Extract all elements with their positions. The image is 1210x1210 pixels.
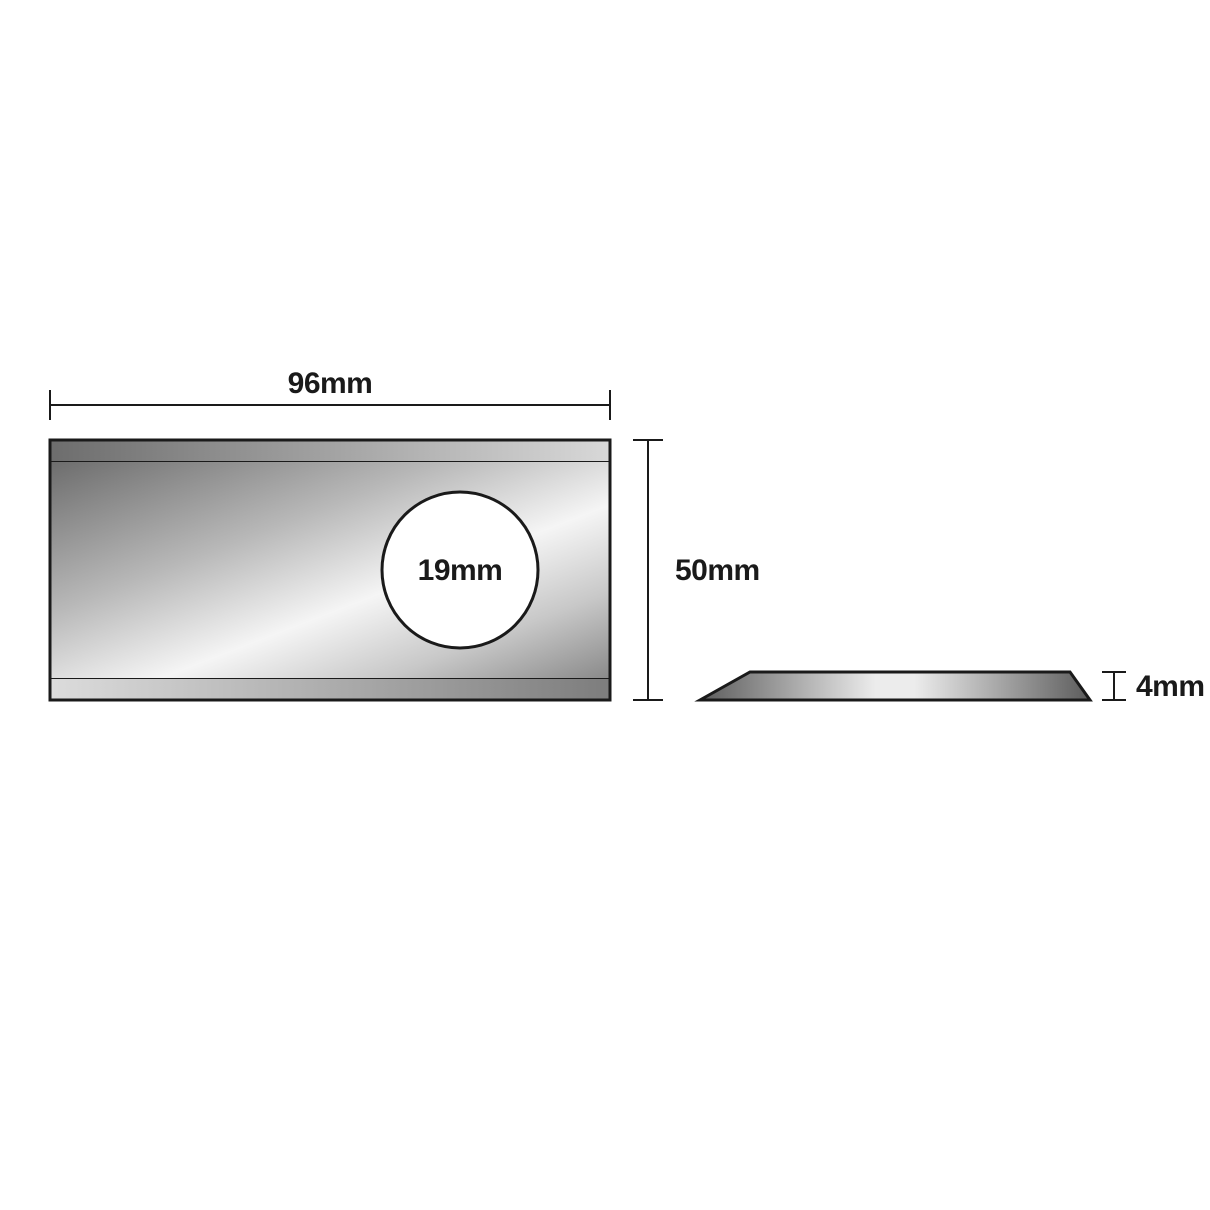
side-view	[700, 672, 1090, 700]
front-view: 19mm	[50, 440, 610, 700]
thickness-dimension-label: 4mm	[1136, 670, 1205, 703]
height-dimension-label: 50mm	[675, 554, 760, 587]
blade-edge-profile	[700, 672, 1090, 700]
technical-drawing: 19mm 96mm 50mm 4mm	[0, 0, 1210, 1210]
hole-diameter-label: 19mm	[418, 554, 503, 587]
width-dimension-label: 96mm	[288, 367, 373, 400]
